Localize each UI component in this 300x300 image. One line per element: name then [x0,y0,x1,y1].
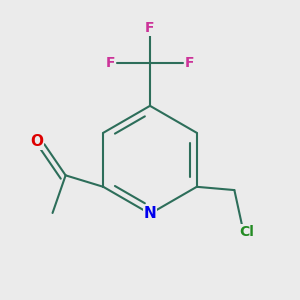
Text: F: F [105,56,115,70]
Text: F: F [185,56,195,70]
Text: F: F [145,21,155,35]
Text: N: N [144,206,156,221]
Text: Cl: Cl [239,225,254,238]
Text: O: O [31,134,44,149]
